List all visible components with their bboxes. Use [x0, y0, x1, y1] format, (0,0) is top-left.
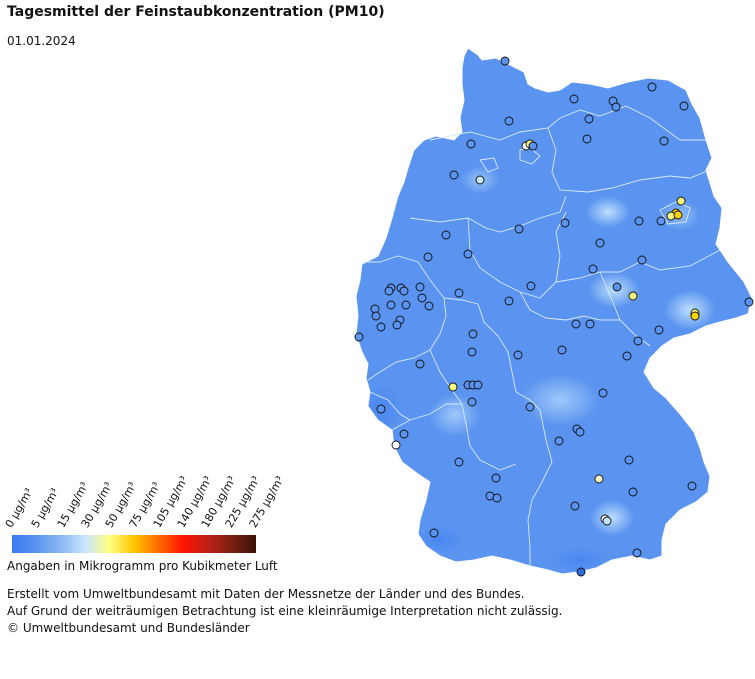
- station-marker[interactable]: [467, 397, 477, 407]
- station-marker[interactable]: [654, 325, 664, 335]
- station-marker[interactable]: [673, 210, 683, 220]
- station-marker[interactable]: [595, 238, 605, 248]
- station-marker[interactable]: [423, 252, 433, 262]
- station-marker[interactable]: [602, 516, 612, 526]
- station-marker[interactable]: [690, 311, 700, 321]
- station-marker[interactable]: [376, 404, 386, 414]
- station-marker[interactable]: [570, 501, 580, 511]
- footer-copyright-line: © Umweltbundesamt und Bundesländer: [7, 621, 250, 635]
- station-marker[interactable]: [525, 402, 535, 412]
- station-marker[interactable]: [744, 297, 754, 307]
- station-marker[interactable]: [463, 249, 473, 259]
- station-marker[interactable]: [449, 170, 459, 180]
- station-marker[interactable]: [656, 216, 666, 226]
- station-marker[interactable]: [526, 281, 536, 291]
- station-marker[interactable]: [466, 139, 476, 149]
- station-marker[interactable]: [441, 230, 451, 240]
- station-marker[interactable]: [399, 286, 409, 296]
- map-title: Tagesmittel der Feinstaubkonzentration (…: [7, 4, 385, 20]
- station-marker[interactable]: [415, 282, 425, 292]
- station-marker[interactable]: [687, 481, 697, 491]
- station-marker[interactable]: [594, 474, 604, 484]
- station-marker[interactable]: [557, 345, 567, 355]
- station-marker[interactable]: [448, 382, 458, 392]
- station-marker[interactable]: [588, 264, 598, 274]
- station-marker[interactable]: [647, 82, 657, 92]
- map-footer: Erstellt vom Umweltbundesamt mit Daten d…: [7, 586, 562, 637]
- station-marker[interactable]: [401, 300, 411, 310]
- measurement-stations: [354, 56, 754, 577]
- station-marker[interactable]: [576, 567, 586, 577]
- station-marker[interactable]: [598, 388, 608, 398]
- station-marker[interactable]: [467, 347, 477, 357]
- station-marker[interactable]: [628, 291, 638, 301]
- station-marker[interactable]: [513, 350, 523, 360]
- station-marker[interactable]: [676, 196, 686, 206]
- station-marker[interactable]: [354, 332, 364, 342]
- legend-color-scale: [12, 535, 256, 553]
- germany-pm10-map: [354, 47, 754, 577]
- station-marker[interactable]: [376, 322, 386, 332]
- station-marker[interactable]: [633, 336, 643, 346]
- footer-source-line: Erstellt vom Umweltbundesamt mit Daten d…: [7, 587, 525, 601]
- map-date: 01.01.2024: [7, 34, 76, 48]
- station-marker[interactable]: [632, 548, 642, 558]
- station-marker[interactable]: [468, 329, 478, 339]
- station-marker[interactable]: [504, 296, 514, 306]
- station-marker[interactable]: [679, 101, 689, 111]
- station-marker[interactable]: [560, 218, 570, 228]
- station-marker[interactable]: [575, 427, 585, 437]
- legend-tick-labels: 0 µg/m³ 5 µg/m³ 15 µg/m³ 30 µg/m³ 50 µg/…: [0, 455, 300, 535]
- station-marker[interactable]: [415, 359, 425, 369]
- station-marker[interactable]: [399, 429, 409, 439]
- station-marker[interactable]: [424, 301, 434, 311]
- station-marker[interactable]: [492, 493, 502, 503]
- station-marker[interactable]: [554, 436, 564, 446]
- station-marker[interactable]: [500, 56, 510, 66]
- state-borders: [362, 105, 721, 566]
- footer-disclaimer-line: Auf Grund der weiträumigen Betrachtung i…: [7, 604, 563, 618]
- station-marker[interactable]: [514, 224, 524, 234]
- station-marker[interactable]: [585, 319, 595, 329]
- station-marker[interactable]: [391, 440, 401, 450]
- station-marker[interactable]: [622, 351, 632, 361]
- station-marker[interactable]: [429, 528, 439, 538]
- legend-unit-note: Angaben in Mikrogramm pro Kubikmeter Luf…: [7, 559, 278, 573]
- station-marker[interactable]: [611, 102, 621, 112]
- station-marker[interactable]: [612, 282, 622, 292]
- station-marker[interactable]: [569, 94, 579, 104]
- station-marker[interactable]: [386, 300, 396, 310]
- station-marker[interactable]: [384, 286, 394, 296]
- station-marker[interactable]: [634, 216, 644, 226]
- station-marker[interactable]: [528, 141, 538, 151]
- station-marker[interactable]: [475, 175, 485, 185]
- station-marker[interactable]: [454, 288, 464, 298]
- station-marker[interactable]: [454, 457, 464, 467]
- station-marker[interactable]: [417, 293, 427, 303]
- station-marker[interactable]: [582, 134, 592, 144]
- station-marker[interactable]: [504, 116, 514, 126]
- station-marker[interactable]: [371, 311, 381, 321]
- station-marker[interactable]: [491, 473, 501, 483]
- legend-gradient: [12, 535, 256, 553]
- station-marker[interactable]: [659, 136, 669, 146]
- station-marker[interactable]: [637, 255, 647, 265]
- station-marker[interactable]: [571, 319, 581, 329]
- station-marker[interactable]: [473, 380, 483, 390]
- station-marker[interactable]: [392, 320, 402, 330]
- germany-outline: [355, 47, 753, 575]
- station-marker[interactable]: [624, 455, 634, 465]
- station-marker[interactable]: [584, 114, 594, 124]
- station-marker[interactable]: [628, 487, 638, 497]
